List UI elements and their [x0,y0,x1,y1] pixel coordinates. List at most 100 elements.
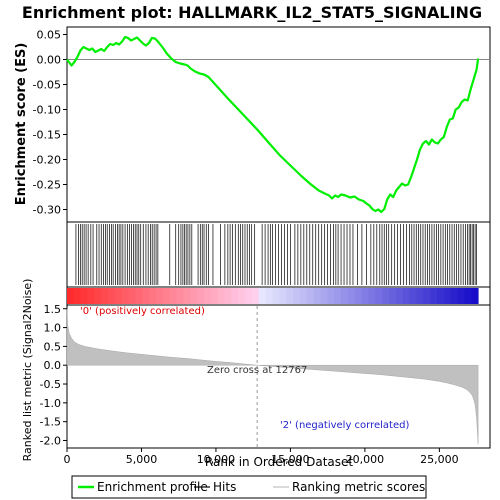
colorbar-segment [464,288,472,304]
colorbar-segment [354,288,363,304]
colorbar-segment [251,288,260,304]
es-y-tick-label: -0.05 [33,79,61,92]
colorbar-segment [183,288,191,304]
x-tick-label: 0 [64,453,71,466]
positive-annotation: '0' (positively correlated) [80,306,205,317]
colorbar-segment [341,288,349,304]
x-tick-label: 5,000 [126,453,158,466]
x-tick-label: 20,000 [346,453,385,466]
colorbar-segment [347,288,356,304]
colorbar-segment [135,288,143,304]
colorbar-segment [293,288,301,304]
colorbar-segment [114,288,123,304]
legend: Enrichment profile Hits Ranking metric sco… [78,480,425,494]
ranked-y-tick-label: 0.5 [44,340,62,353]
ranked-y-tick-label: -1.5 [40,416,61,429]
colorbar-segment [430,288,438,304]
colorbar-segment [382,288,390,304]
colorbar-segment [238,288,246,304]
colorbar-segment [306,288,315,304]
es-y-tick-label: 0.05 [37,29,62,42]
es-y-tick-label: -0.25 [33,179,61,192]
colorbar-segment [210,288,219,304]
colorbar-segment [204,288,212,304]
colorbar-segment [436,288,445,304]
colorbar-segment [128,288,137,304]
chart-title: Enrichment plot: HALLMARK_IL2_STAT5_SIGN… [22,3,482,22]
colorbar-segment [224,288,232,304]
colorbar-segment [375,288,383,304]
colorbar-segment [368,288,376,304]
es-y-tick-label: -0.30 [33,204,61,217]
ranking-metric-area [66,308,479,445]
x-tick-label: 25,000 [420,453,459,466]
ranked-metric-series [66,308,479,445]
es-y-axis-ticks: 0.05 0.00 -0.05 -0.10 -0.15 -0.20 -0.25 -0.30 [33,29,67,217]
es-y-tick-label: 0.00 [37,54,62,67]
colorbar-segment [231,288,239,304]
hits-marks [75,224,477,285]
zero-cross-annotation: Zero cross at 12767 [207,365,307,376]
colorbar-segment [416,288,424,304]
colorbar-segment [409,288,417,304]
colorbar-segment [258,288,267,304]
ranked-y-axis-label: Ranked list metric (Signal2Noise) [21,279,34,462]
colorbar-segment [162,288,171,304]
colorbar-segment [87,288,95,304]
colorbar-segment [423,288,431,304]
x-axis-ticks: 0 5,000 10,000 15,000 20,000 25,000 [64,448,459,466]
colorbar-segment [450,288,459,304]
colorbar-segment [457,288,465,304]
ranked-y-tick-label: -1.0 [40,397,61,410]
x-tick-label: 15,000 [271,453,310,466]
colorbar-segment [101,288,109,304]
colorbar-segment [313,288,322,304]
colorbar-segment [320,288,328,304]
ranked-y-tick-label: 1.5 [44,303,62,316]
colorbar-segment [94,288,102,304]
colorbar-segment [217,288,226,304]
legend-label: Ranking metric scores [292,480,425,494]
colorbar-segment [443,288,452,304]
colorbar-segment [402,288,411,304]
es-y-tick-label: -0.10 [33,104,61,117]
legend-label: Enrichment profile [97,480,208,494]
legend-label: Hits [213,480,236,494]
ranked-y-tick-label: -0.5 [40,378,61,391]
negative-annotation: '2' (negatively correlated) [280,420,409,431]
legend-box [71,475,427,499]
colorbar-segment [197,288,205,304]
es-y-tick-label: -0.15 [33,129,61,142]
ranked-y-tick-label: 0.0 [44,359,62,372]
colorbar-segment [395,288,404,304]
ranked-annotations: '0' (positively correlated) Zero cross at… [80,306,409,447]
colorbar-segment [169,288,178,304]
colorbar-segment [80,288,89,304]
colorbar-segment [389,288,397,304]
ranked-y-tick-label: 1.0 [44,322,62,335]
colorbar-segment [108,288,116,304]
colorbar-segment [334,288,342,304]
colorbar-segment [121,288,130,304]
x-axis-label: Rank in Ordered Dataset [205,455,353,469]
colorbar-segment [73,288,82,304]
enrichment-profile-series [66,35,480,214]
ranked-panel-frame [66,304,491,449]
colorbar-segment [265,288,274,304]
colorbar-segment [286,288,294,304]
ranked-y-axis-ticks: 1.5 1.0 0.5 0.0 -0.5 -1.0 -1.5 -2.0 [40,303,67,447]
colorbar-segment [327,288,335,304]
x-tick-label: 10,000 [197,453,236,466]
enrichment-profile-line [66,35,480,214]
es-panel-frame [66,26,491,223]
colorbar-segment [245,288,253,304]
colorbar-segment [142,288,150,304]
ranked-y-tick-label: -2.0 [40,434,61,447]
es-y-tick-label: -0.20 [33,154,61,167]
rank-colorbar [67,288,479,304]
colorbar-segment [272,288,280,304]
colorbar-segment [176,288,184,304]
colorbar-segment [190,288,198,304]
colorbar-segment [361,288,369,304]
